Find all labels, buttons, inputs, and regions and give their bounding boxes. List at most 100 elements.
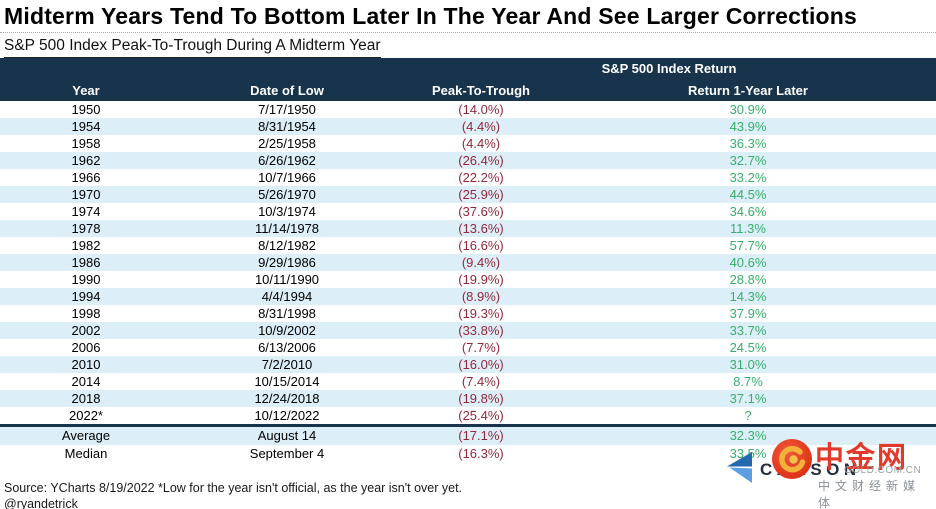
year-cell: 2014 bbox=[71, 374, 101, 389]
group-header-spacer bbox=[172, 58, 402, 80]
year-cell: 2022* bbox=[69, 408, 103, 423]
table-row: 2018 12/24/2018 (19.8%) 37.1% bbox=[0, 390, 936, 407]
year-cell: 1986 bbox=[71, 255, 101, 270]
return-cell: 37.9% bbox=[729, 306, 767, 321]
return-cell: 24.5% bbox=[729, 340, 767, 355]
date-of-low-cell: 10/12/2022 bbox=[254, 408, 320, 423]
year-cell: 1962 bbox=[71, 153, 101, 168]
column-header-date-of-low: Date of Low bbox=[250, 82, 324, 98]
year-cell: 2010 bbox=[71, 357, 101, 372]
peak-to-trough-cell: (4.4%) bbox=[461, 136, 501, 151]
peak-to-trough-cell: (19.8%) bbox=[458, 391, 504, 406]
date-of-low-cell: 5/26/1970 bbox=[258, 187, 316, 202]
table-body: 1950 7/17/1950 (14.0%) 30.9% 1954 8/31/1954 (4… bbox=[0, 101, 936, 426]
peak-to-trough-cell: (9.4%) bbox=[461, 255, 501, 270]
source-note: Source: YCharts 8/19/2022 *Low for the y… bbox=[0, 480, 936, 509]
return-cell: 28.8% bbox=[729, 272, 767, 287]
peak-to-trough-cell: (4.4%) bbox=[461, 119, 501, 134]
year-cell: 2006 bbox=[71, 340, 101, 355]
return-cell: 33.2% bbox=[729, 170, 767, 185]
date-of-low-cell: 2/25/1958 bbox=[258, 136, 316, 151]
year-cell: 1994 bbox=[71, 289, 101, 304]
table-row: 1990 10/11/1990 (19.9%) 28.8% bbox=[0, 271, 936, 288]
page-subtitle: S&P 500 Index Peak-To-Trough During A Mi… bbox=[4, 37, 381, 58]
return-cell: 40.6% bbox=[729, 255, 767, 270]
date-of-low-cell: 8/31/1998 bbox=[258, 306, 316, 321]
year-cell: 2018 bbox=[71, 391, 101, 406]
year-cell: 1950 bbox=[71, 102, 101, 117]
column-header-peak-to-trough: Peak-To-Trough bbox=[432, 82, 530, 98]
return-cell: 34.6% bbox=[729, 204, 767, 219]
peak-to-trough-cell: (19.9%) bbox=[458, 272, 504, 287]
table-row: 1978 11/14/1978 (13.6%) 11.3% bbox=[0, 220, 936, 237]
date-of-low-cell: 12/24/2018 bbox=[254, 391, 320, 406]
year-cell: 2002 bbox=[71, 323, 101, 338]
return-cell: 57.7% bbox=[729, 238, 767, 253]
jinwang-site-name: 中金网 bbox=[815, 442, 909, 474]
table-row: 1954 8/31/1954 (4.4%) 43.9% bbox=[0, 118, 936, 135]
summary-date-cell: August 14 bbox=[257, 428, 317, 443]
table-summary: Average August 14 (17.1%) 32.3% Median Septem… bbox=[0, 425, 936, 464]
column-header-return-1-year-later: Return 1-Year Later bbox=[688, 82, 808, 98]
return-cell: 8.7% bbox=[733, 374, 763, 389]
date-of-low-cell: 4/4/1994 bbox=[261, 289, 313, 304]
table-row: 1970 5/26/1970 (25.9%) 44.5% bbox=[0, 186, 936, 203]
year-cell: 1982 bbox=[71, 238, 101, 253]
date-of-low-cell: 11/14/1978 bbox=[254, 221, 320, 236]
summary-label-cell: Average bbox=[61, 428, 111, 443]
peak-to-trough-cell: (37.6%) bbox=[458, 204, 504, 219]
table-row: 1994 4/4/1994 (8.9%) 14.3% bbox=[0, 288, 936, 305]
jinwang-logo-icon bbox=[772, 439, 812, 479]
jinwang-domain: GOLD.COM.CN bbox=[844, 465, 922, 476]
year-cell: 1954 bbox=[71, 119, 101, 134]
return-cell: 14.3% bbox=[729, 289, 767, 304]
return-cell: 43.9% bbox=[729, 119, 767, 134]
author-handle: @ryandetrick bbox=[4, 497, 78, 509]
table-row: Median September 4 (16.3%) 33.5% bbox=[0, 445, 936, 463]
year-cell: 1978 bbox=[71, 221, 101, 236]
year-cell: 1974 bbox=[71, 204, 101, 219]
subtitle-row: S&P 500 Index Peak-To-Trough During A Mi… bbox=[0, 33, 936, 58]
return-cell: ? bbox=[744, 408, 752, 423]
watermark: CARSON 中金网 GOLD.COM.CN 中文财经新媒体 bbox=[721, 439, 936, 509]
year-cell: 1990 bbox=[71, 272, 101, 287]
year-cell: 1970 bbox=[71, 187, 101, 202]
table-row: 1986 9/29/1986 (9.4%) 40.6% bbox=[0, 254, 936, 271]
peak-to-trough-cell: (25.4%) bbox=[458, 408, 504, 423]
peak-to-trough-cell: (14.0%) bbox=[458, 102, 504, 117]
date-of-low-cell: 6/26/1962 bbox=[258, 153, 316, 168]
peak-to-trough-cell: (7.7%) bbox=[461, 340, 501, 355]
summary-trough-cell: (16.3%) bbox=[458, 446, 504, 461]
group-header-label: S&P 500 Index Return bbox=[601, 61, 737, 76]
table-row: 1966 10/7/1966 (22.2%) 33.2% bbox=[0, 169, 936, 186]
peak-to-trough-cell: (7.4%) bbox=[461, 374, 501, 389]
year-cell: 1966 bbox=[71, 170, 101, 185]
table-row: 1958 2/25/1958 (4.4%) 36.3% bbox=[0, 135, 936, 152]
summary-return-cell: 33.5% bbox=[729, 446, 767, 461]
date-of-low-cell: 8/31/1954 bbox=[258, 119, 316, 134]
column-header-year: Year bbox=[72, 82, 100, 98]
date-of-low-cell: 7/17/1950 bbox=[258, 102, 316, 117]
table-row: 1982 8/12/1982 (16.6%) 57.7% bbox=[0, 237, 936, 254]
peak-to-trough-cell: (25.9%) bbox=[458, 187, 504, 202]
date-of-low-cell: 10/11/1990 bbox=[254, 272, 320, 287]
year-cell: 1958 bbox=[71, 136, 101, 151]
page-title: Midterm Years Tend To Bottom Later In Th… bbox=[0, 0, 936, 33]
date-of-low-cell: 6/13/2006 bbox=[258, 340, 316, 355]
summary-date-cell: September 4 bbox=[249, 446, 325, 461]
table-row: 1962 6/26/1962 (26.4%) 32.7% bbox=[0, 152, 936, 169]
table-row: 1974 10/3/1974 (37.6%) 34.6% bbox=[0, 203, 936, 220]
return-cell: 11.3% bbox=[730, 221, 766, 236]
table-header: S&P 500 Index Return Year Date of Low Pe… bbox=[0, 58, 936, 101]
table-row: 2010 7/2/2010 (16.0%) 31.0% bbox=[0, 356, 936, 373]
group-header-row: S&P 500 Index Return bbox=[0, 58, 936, 80]
midterm-years-table: S&P 500 Index Return Year Date of Low Pe… bbox=[0, 58, 936, 463]
jinwang-tagline: 中文财经新媒体 bbox=[818, 479, 921, 509]
peak-to-trough-cell: (8.9%) bbox=[461, 289, 501, 304]
year-cell: 1998 bbox=[71, 306, 101, 321]
return-cell: 32.7% bbox=[729, 153, 767, 168]
return-cell: 36.3% bbox=[729, 136, 767, 151]
table-row: Average August 14 (17.1%) 32.3% bbox=[0, 425, 936, 445]
carson-arrow-icon bbox=[724, 451, 754, 489]
